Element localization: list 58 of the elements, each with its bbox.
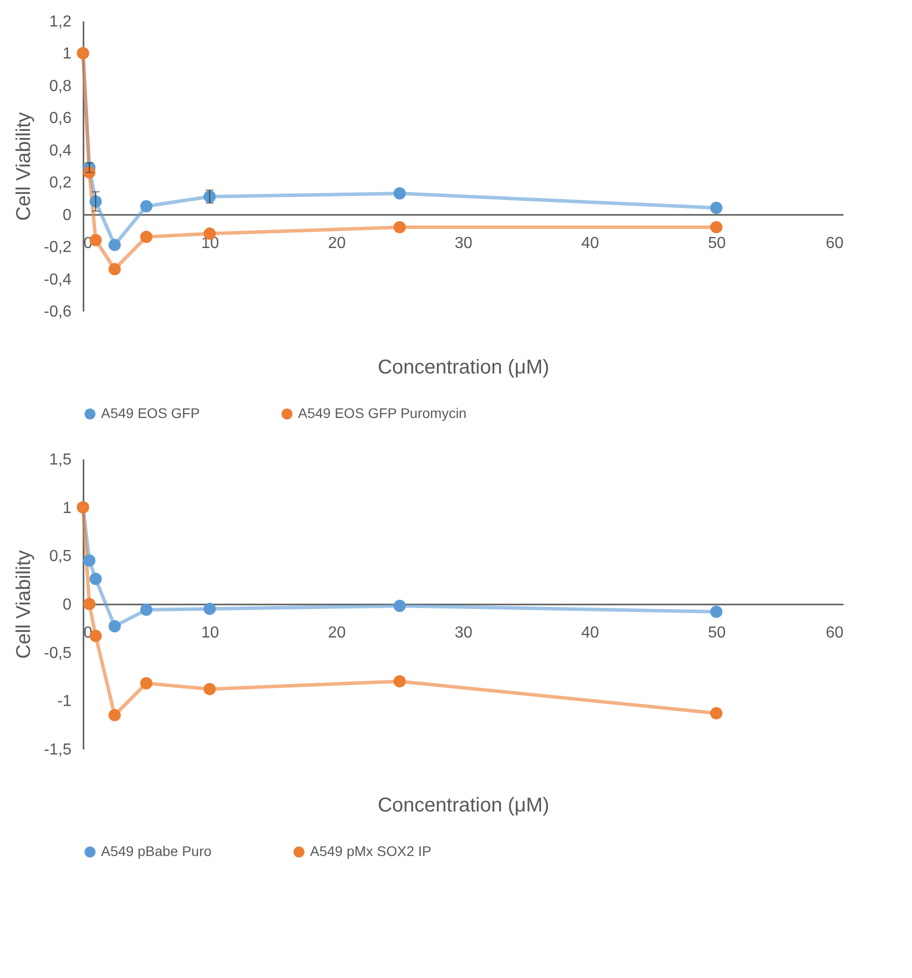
point bbox=[140, 200, 152, 212]
y-tick-label: 1 bbox=[62, 46, 72, 63]
legend-label: A549 pMx SOX2 IP bbox=[310, 843, 432, 859]
x-tick-label: 30 bbox=[454, 624, 472, 642]
point bbox=[710, 221, 722, 234]
point bbox=[108, 709, 121, 722]
point bbox=[83, 166, 96, 179]
point bbox=[394, 600, 406, 612]
point bbox=[204, 602, 216, 615]
point bbox=[108, 263, 121, 276]
point bbox=[140, 677, 152, 690]
x-tick-label: 40 bbox=[581, 624, 600, 642]
y-tick-label: 1 bbox=[62, 500, 72, 517]
x-tick-label: 10 bbox=[201, 624, 220, 642]
point bbox=[710, 606, 722, 618]
point bbox=[204, 682, 216, 696]
y-tick-label: -0,5 bbox=[44, 644, 72, 662]
legend-label: A549 pBabe Puro bbox=[101, 843, 212, 859]
y-tick-label: 0,4 bbox=[49, 142, 72, 160]
point bbox=[710, 707, 722, 720]
x-tick-label: 50 bbox=[708, 624, 726, 642]
x-axis-title: Concentration (μM) bbox=[378, 356, 550, 378]
x-tick-label: 20 bbox=[328, 624, 346, 642]
point bbox=[108, 238, 121, 252]
point bbox=[394, 675, 406, 688]
point bbox=[108, 620, 121, 632]
x-tick-label: 50 bbox=[708, 234, 726, 252]
y-tick-label: 0,8 bbox=[49, 78, 72, 95]
y-axis-title: Cell Viability bbox=[12, 550, 35, 659]
point bbox=[394, 187, 406, 200]
y-tick-label: 1,2 bbox=[49, 14, 72, 30]
x-tick-label: 60 bbox=[826, 234, 844, 252]
point bbox=[710, 202, 722, 214]
x-tick-label: 60 bbox=[826, 624, 844, 642]
y-tick-label: -0,4 bbox=[44, 271, 72, 288]
y-tick-label: -0,6 bbox=[44, 304, 72, 320]
point bbox=[140, 604, 152, 616]
y-tick-label: 1,5 bbox=[49, 452, 72, 468]
point bbox=[90, 572, 102, 585]
legend-label: A549 EOS GFP Puromycin bbox=[298, 405, 467, 421]
x-axis-title: Concentration (μM) bbox=[378, 794, 550, 816]
y-tick-label: -0,2 bbox=[44, 239, 72, 256]
y-tick-label: -1 bbox=[57, 693, 72, 710]
y-axis-title: Cell Viability bbox=[12, 112, 35, 221]
x-tick-label: 40 bbox=[581, 234, 600, 252]
point bbox=[83, 598, 96, 610]
point bbox=[83, 554, 96, 567]
x-tick-label: 30 bbox=[454, 234, 472, 252]
legend-label: A549 EOS GFP bbox=[101, 405, 200, 421]
y-tick-label: -1,5 bbox=[44, 742, 72, 758]
point bbox=[394, 221, 406, 234]
y-tick-label: 0 bbox=[62, 206, 72, 224]
y-tick-label: 0,5 bbox=[49, 548, 72, 566]
y-tick-label: 0,6 bbox=[49, 110, 72, 128]
y-tick-label: 0 bbox=[62, 596, 72, 614]
point bbox=[140, 230, 152, 243]
x-tick-label: 20 bbox=[328, 234, 346, 252]
y-tick-label: 0,2 bbox=[49, 174, 72, 192]
